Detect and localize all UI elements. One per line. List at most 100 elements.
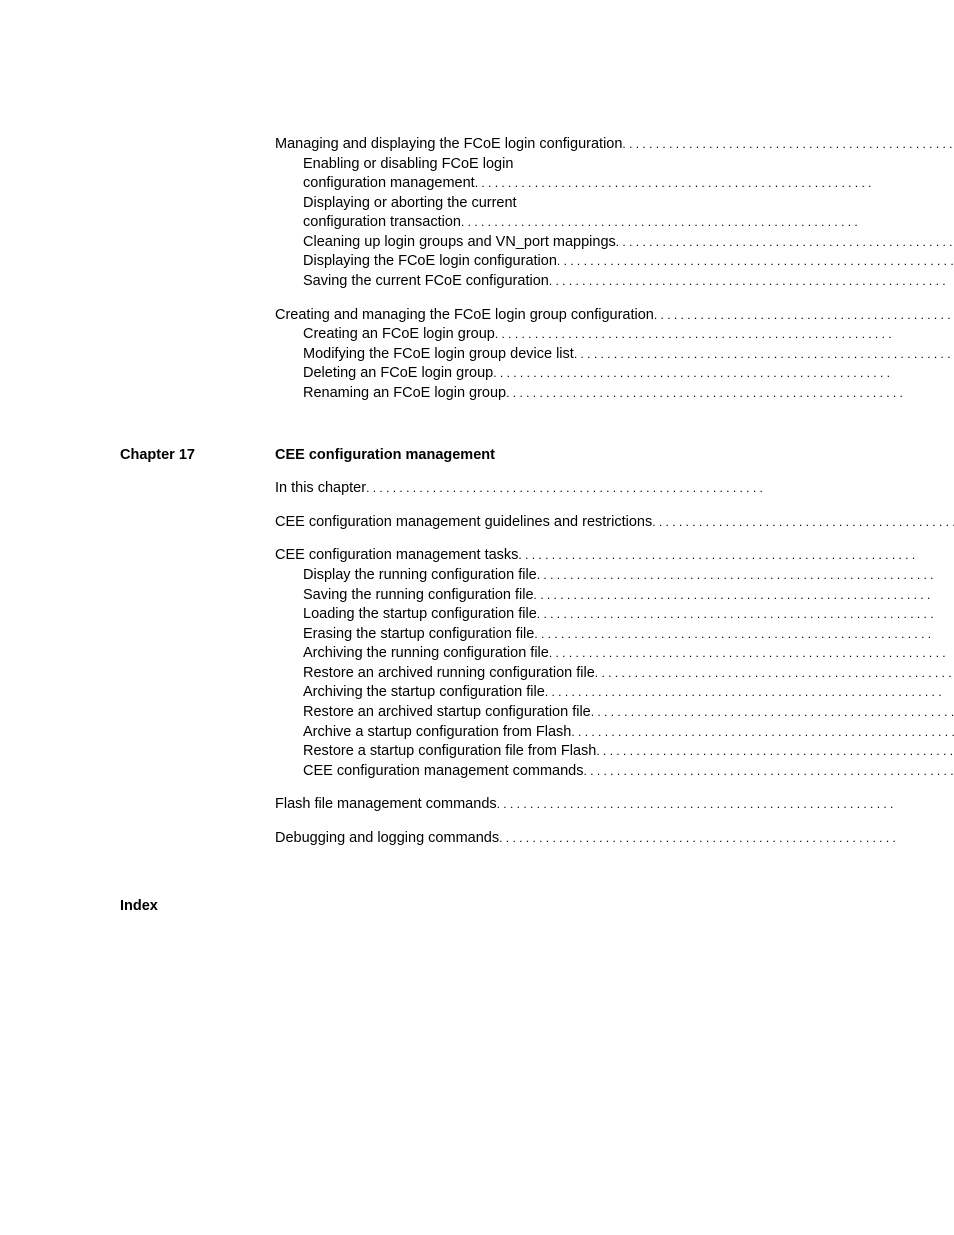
toc-entry[interactable]: Erasing the startup configuration file 1… [275,625,954,645]
toc-leader-dots [518,546,954,566]
toc-entry[interactable]: Debugging and logging commands 143 [275,829,954,849]
toc-leader-dots [595,664,954,684]
toc-entry-text: configuration transaction [303,213,461,233]
toc-entry-text: Archive a startup configuration from Fla… [303,723,571,743]
toc-entry[interactable]: CEE configuration management guidelines … [275,513,954,533]
index-label: Index [120,898,275,914]
toc-entry[interactable]: Display the running configuration file 1… [275,566,954,586]
toc-entry[interactable]: Archiving the startup configuration file… [275,683,954,703]
toc-entry[interactable]: Cleaning up login groups and VN_port map… [275,233,954,253]
toc-entry-text: Deleting an FCoE login group [303,364,493,384]
toc-leader-dots [499,829,954,849]
toc-entry-text: Enabling or disabling FCoE login [303,155,513,175]
toc-entry[interactable]: Enabling or disabling FCoE login [275,155,954,175]
toc-leader-dots [583,762,954,782]
toc-entry-text: Creating an FCoE login group [303,325,495,345]
toc-entry-text: In this chapter [275,479,366,499]
toc-entry[interactable]: Saving the running configuration file 14… [275,586,954,606]
toc-entry[interactable]: Modifying the FCoE login group device li… [275,345,954,365]
toc-entry[interactable]: Archiving the running configuration file… [275,644,954,664]
toc-entry-text: Restore an archived running configuratio… [303,664,595,684]
toc-entry-text: Loading the startup configuration file [303,605,537,625]
toc-entry[interactable]: Restore a startup configuration file fro… [275,742,954,762]
toc-entry-text: Displaying the FCoE login configuration [303,252,557,272]
toc-entry-text: Display the running configuration file [303,566,537,586]
toc-entry[interactable]: Saving the current FCoE configuration 13… [275,272,954,292]
toc-entry[interactable]: Renaming an FCoE login group 137 [275,384,954,404]
toc-leader-dots [475,174,954,194]
toc-entry-text: Saving the running configuration file [303,586,534,606]
toc-entry[interactable]: CEE configuration management commands 14… [275,762,954,782]
toc-leader-dots [549,644,954,664]
toc-leader-dots [534,625,954,645]
toc-entry-text: Managing and displaying the FCoE login c… [275,135,622,155]
toc-block: CEE configuration management guidelines … [275,513,954,533]
toc-entry[interactable]: Managing and displaying the FCoE login c… [275,135,954,155]
toc-entry[interactable]: Displaying or aborting the current [275,194,954,214]
chapter-label: Chapter 17 [120,447,275,862]
toc-entry[interactable]: In this chapter 139 [275,479,954,499]
toc-entry[interactable]: Loading the startup configuration file 1… [275,605,954,625]
toc-entry[interactable]: Restore an archived running configuratio… [275,664,954,684]
toc-leader-dots [596,742,954,762]
toc-leader-dots [574,345,954,365]
toc-block: Debugging and logging commands 143 [275,829,954,849]
left-margin-column [120,135,275,417]
toc-entry[interactable]: Restore an archived startup configuratio… [275,703,954,723]
toc-entry[interactable]: Displaying the FCoE login configuration … [275,252,954,272]
toc-leader-dots [534,586,954,606]
toc-leader-dots [652,513,954,533]
toc-leader-dots [493,364,954,384]
toc-leader-dots [497,795,954,815]
toc-entry-text: Cleaning up login groups and VN_port map… [303,233,616,253]
toc-entry-text: Debugging and logging commands [275,829,499,849]
toc-leader-dots [506,384,954,404]
index-section: Index [120,898,834,914]
toc-entry[interactable]: CEE configuration management tasks 139 [275,546,954,566]
toc-entry-text: CEE configuration management commands [303,762,583,782]
toc-entry-text: Flash file management commands [275,795,497,815]
toc-entry-text: configuration management [303,174,475,194]
chapter-content-column: CEE configuration management In this cha… [275,447,954,862]
toc-entry[interactable]: Creating and managing the FCoE login gro… [275,306,954,326]
toc-leader-dots [549,272,954,292]
toc-entry[interactable]: Flash file management commands 142 [275,795,954,815]
toc-leader-dots [495,325,954,345]
toc-leader-dots [557,252,954,272]
toc-leader-dots [545,683,954,703]
toc-leader-dots [571,723,954,743]
index-content [275,898,834,914]
toc-entry-text: Displaying or aborting the current [303,194,517,214]
toc-entry-text: Archiving the running configuration file [303,644,549,664]
toc-block: Creating and managing the FCoE login gro… [275,306,954,404]
toc-entry-text: CEE configuration management tasks [275,546,518,566]
toc-entry-text: Modifying the FCoE login group device li… [303,345,574,365]
toc-block: Managing and displaying the FCoE login c… [275,135,954,292]
toc-leader-dots [461,213,954,233]
toc-leader-dots [591,703,954,723]
toc-entry-text: CEE configuration management guidelines … [275,513,652,533]
toc-leader-dots [654,306,954,326]
toc-entries-column: Managing and displaying the FCoE login c… [275,135,954,417]
toc-entry[interactable]: Creating an FCoE login group 135 [275,325,954,345]
toc-entry-text: Renaming an FCoE login group [303,384,506,404]
toc-block: Flash file management commands 142 [275,795,954,815]
document-page: Managing and displaying the FCoE login c… [0,0,954,1235]
toc-entry-text: Saving the current FCoE configuration [303,272,549,292]
toc-entry[interactable]: Deleting an FCoE login group 136 [275,364,954,384]
toc-entry-text: Archiving the startup configuration file [303,683,545,703]
toc-entry[interactable]: configuration transaction 134 [275,213,954,233]
toc-entry-text: Erasing the startup configuration file [303,625,534,645]
toc-leader-dots [537,605,954,625]
toc-leader-dots [622,135,954,155]
toc-entry[interactable]: Archive a startup configuration from Fla… [275,723,954,743]
toc-block: In this chapter 139 [275,479,954,499]
toc-entry[interactable]: configuration management 133 [275,174,954,194]
toc-leader-dots [366,479,954,499]
toc-continuation-section: Managing and displaying the FCoE login c… [120,135,834,417]
toc-entry-text: Restore a startup configuration file fro… [303,742,596,762]
toc-leader-dots [537,566,954,586]
toc-leader-dots [616,233,954,253]
toc-entry-text: Restore an archived startup configuratio… [303,703,591,723]
chapter-section: Chapter 17 CEE configuration management … [120,447,834,862]
